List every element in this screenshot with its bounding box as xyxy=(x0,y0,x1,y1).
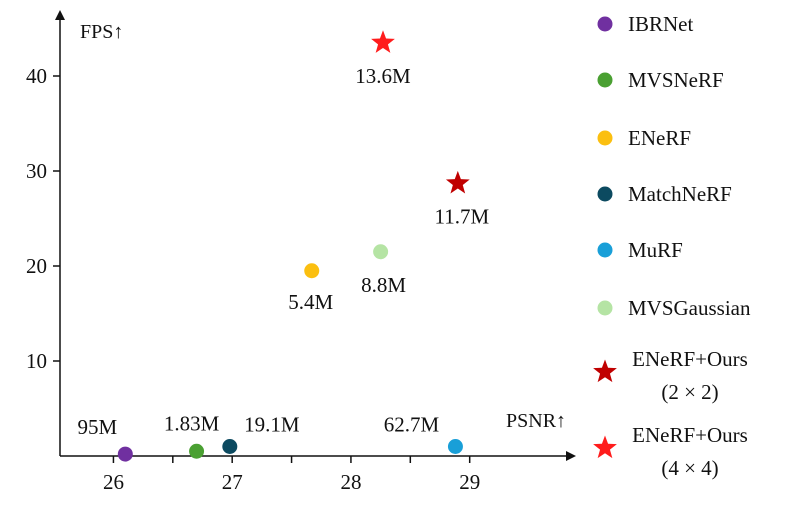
legend-marker-mvsgaussian xyxy=(597,300,613,316)
y-tick-label: 40 xyxy=(26,64,47,88)
legend-label-enerf-ours-4-4-line2: (4 × 4) xyxy=(661,456,718,480)
legend-label-matchnerf: MatchNeRF xyxy=(628,182,732,206)
legend-marker-enerf-ours-2-2 xyxy=(593,359,617,383)
point-enerf-ours-4-4 xyxy=(371,30,395,53)
legend-marker-enerf xyxy=(597,130,613,146)
point-label-mvsnerf: 1.83M xyxy=(164,411,220,435)
point-murf xyxy=(447,439,463,454)
legend-label-enerf-ours-2-2-line1: ENeRF+Ours xyxy=(632,347,748,371)
point-mvsnerf xyxy=(189,443,205,459)
x-axis-title: PSNR↑ xyxy=(506,410,566,432)
point-labels: 95M 1.83M 5.4M 19.1M 62.7M 8.8M 11.7M 13.6M xyxy=(77,64,489,439)
ticks: 26 27 28 29 10 20 30 40 xyxy=(26,64,480,494)
x-tick-label: 28 xyxy=(340,470,361,494)
legend-label-ibrnet: IBRNet xyxy=(628,12,693,36)
y-tick-label: 10 xyxy=(26,349,47,373)
legend-marker-mvsnerf xyxy=(597,72,613,88)
point-label-murf: 62.7M xyxy=(384,413,440,437)
legend-marker-matchnerf xyxy=(597,186,613,202)
point-ibrnet xyxy=(117,446,133,462)
point-enerf xyxy=(304,263,320,279)
x-tick-label: 27 xyxy=(222,470,243,494)
point-mvsgaussian xyxy=(373,244,389,260)
x-tick-label: 26 xyxy=(103,470,124,494)
legend-label-enerf-ours-4-4-line1: ENeRF+Ours xyxy=(632,423,748,447)
legend: IBRNet MVSNeRF ENeRF MatchNeRF MuRF MVSGaussi… xyxy=(593,12,751,480)
legend-label-enerf: ENeRF xyxy=(628,126,691,150)
legend-label-mvsnerf: MVSNeRF xyxy=(628,68,724,92)
y-tick-label: 30 xyxy=(26,159,47,183)
y-tick-label: 20 xyxy=(26,254,47,278)
axes: PSNR↑ FPS↑ xyxy=(55,10,576,461)
legend-marker-ibrnet xyxy=(597,16,613,32)
point-label-matchnerf: 19.1M xyxy=(244,413,300,437)
legend-label-mvsgaussian: MVSGaussian xyxy=(628,296,751,320)
x-tick-label: 29 xyxy=(459,470,480,494)
legend-label-enerf-ours-2-2-line2: (2 × 2) xyxy=(661,380,718,404)
y-axis-title: FPS↑ xyxy=(80,21,123,43)
point-label-enerf-ours-2-2: 11.7M xyxy=(434,204,489,228)
legend-marker-enerf-ours-4-4 xyxy=(593,435,617,459)
point-enerf-ours-2-2 xyxy=(445,170,470,194)
point-label-enerf-ours-4-4: 13.6M xyxy=(355,64,411,88)
legend-marker-murf xyxy=(597,242,613,258)
legend-label-murf: MuRF xyxy=(628,238,683,262)
data-points xyxy=(117,30,470,462)
point-label-ibrnet: 95M xyxy=(77,415,117,439)
point-label-mvsgaussian: 8.8M xyxy=(361,273,406,297)
point-matchnerf xyxy=(222,439,238,454)
point-label-enerf: 5.4M xyxy=(288,290,333,314)
